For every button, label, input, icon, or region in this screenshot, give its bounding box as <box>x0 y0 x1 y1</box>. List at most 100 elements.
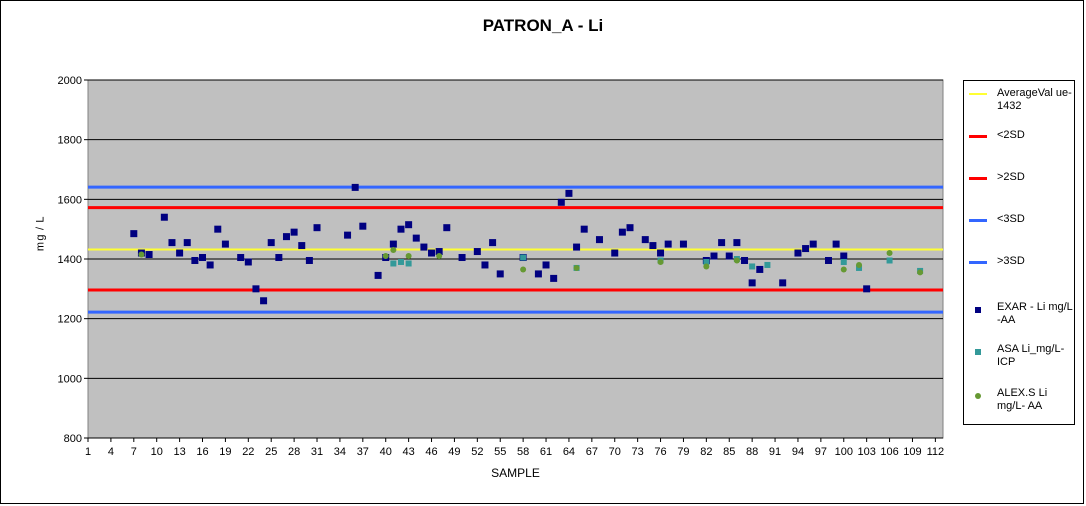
data-point-series-1 <box>748 279 756 287</box>
data-point-series-3 <box>138 251 145 258</box>
data-point-series-3 <box>733 257 740 264</box>
x-tick-label: 73 <box>632 446 644 458</box>
data-point-series-2 <box>397 258 404 265</box>
data-point-series-1 <box>664 240 672 248</box>
data-point-series-1 <box>389 240 397 248</box>
x-tick-label: 22 <box>242 446 254 458</box>
data-point-series-2 <box>764 261 771 268</box>
data-point-series-1 <box>160 213 168 221</box>
x-tick-label: 106 <box>880 446 898 458</box>
x-tick-label: 7 <box>131 446 137 458</box>
x-tick-label: 40 <box>380 446 392 458</box>
data-point-series-1 <box>595 236 603 244</box>
data-point-series-1 <box>863 285 871 293</box>
x-tick-label: 112 <box>927 446 945 458</box>
data-point-series-1 <box>573 243 581 251</box>
data-point-series-1 <box>710 252 718 260</box>
y-tick-label: 1400 <box>58 254 82 266</box>
data-point-series-3 <box>520 266 527 273</box>
data-point-series-2 <box>405 260 412 267</box>
x-tick-label: 67 <box>586 446 598 458</box>
y-tick-label: 1000 <box>58 373 82 385</box>
x-tick-label: 109 <box>903 446 921 458</box>
data-point-series-1 <box>214 225 222 233</box>
data-point-series-1 <box>130 230 138 238</box>
x-tick-label: 37 <box>357 446 369 458</box>
data-point-series-1 <box>183 239 191 247</box>
data-point-series-1 <box>725 252 733 260</box>
x-tick-label: 85 <box>723 446 735 458</box>
data-point-series-1 <box>802 245 810 253</box>
x-tick-label: 61 <box>540 446 552 458</box>
x-tick-label: 97 <box>815 446 827 458</box>
x-tick-label: 28 <box>288 446 300 458</box>
x-tick-label: 10 <box>151 446 163 458</box>
chart-title: PATRON_A - Li <box>482 16 604 35</box>
x-tick-label: 70 <box>609 446 621 458</box>
legend-label: <2SD <box>997 129 1025 141</box>
data-point-series-1 <box>282 233 290 241</box>
data-point-series-1 <box>741 256 749 264</box>
data-point-series-1 <box>779 279 787 287</box>
x-tick-label: 64 <box>563 446 575 458</box>
data-point-series-1 <box>565 189 573 197</box>
data-point-series-1 <box>550 274 558 282</box>
data-point-series-1 <box>397 225 405 233</box>
data-point-series-1 <box>351 183 359 191</box>
x-tick-label: 100 <box>835 446 853 458</box>
data-point-series-1 <box>168 239 176 247</box>
data-point-series-1 <box>290 228 298 236</box>
data-point-series-1 <box>435 248 443 256</box>
data-point-series-1 <box>428 249 436 257</box>
data-point-series-3 <box>573 264 580 271</box>
legend-symbol <box>969 219 987 222</box>
x-tick-label: 76 <box>654 446 666 458</box>
x-tick-label: 4 <box>108 446 114 458</box>
x-tick-label: 16 <box>196 446 208 458</box>
data-point-series-2 <box>703 258 710 265</box>
data-point-series-1 <box>359 222 367 230</box>
x-tick-label: 13 <box>173 446 185 458</box>
data-point-series-1 <box>176 249 184 257</box>
data-point-series-1 <box>275 254 283 262</box>
data-point-series-1 <box>542 261 550 269</box>
legend-label: ALEX.S Li mg/L- AA <box>997 387 1048 412</box>
x-tick-label: 58 <box>517 446 529 458</box>
x-tick-label: 52 <box>471 446 483 458</box>
legend-label: AverageVal ue-1432 <box>997 87 1072 112</box>
data-point-series-2 <box>840 258 847 265</box>
x-tick-label: 82 <box>700 446 712 458</box>
data-point-series-1 <box>618 228 626 236</box>
data-point-series-1 <box>237 254 245 262</box>
data-point-series-1 <box>252 285 260 293</box>
data-point-series-1 <box>344 231 352 239</box>
legend-symbol <box>975 349 981 355</box>
data-point-series-1 <box>221 240 229 248</box>
legend-label: ASA Li_mg/L-ICP <box>997 343 1065 368</box>
data-point-series-3 <box>856 261 863 268</box>
legend-symbol <box>969 135 987 138</box>
data-point-series-3 <box>405 253 412 260</box>
data-point-series-1 <box>641 236 649 244</box>
legend-label: EXAR - Li mg/L -AA <box>997 301 1073 326</box>
legend-label: >2SD <box>997 171 1025 183</box>
y-tick-label: 800 <box>64 433 82 445</box>
data-point-series-1 <box>649 242 657 250</box>
data-point-series-1 <box>244 258 252 266</box>
data-point-series-1 <box>298 242 306 250</box>
data-point-series-1 <box>534 270 542 278</box>
data-point-series-3 <box>436 253 443 260</box>
data-point-series-1 <box>580 225 588 233</box>
data-point-series-1 <box>206 261 214 269</box>
data-point-series-3 <box>703 263 710 270</box>
x-tick-label: 91 <box>769 446 781 458</box>
data-point-series-2 <box>886 257 893 264</box>
data-point-series-2 <box>520 254 527 261</box>
y-tick-label: 1800 <box>58 135 82 147</box>
data-point-series-1 <box>679 240 687 248</box>
data-point-series-1 <box>840 252 848 260</box>
x-tick-label: 34 <box>334 446 346 458</box>
data-point-series-2 <box>390 260 397 267</box>
x-tick-label: 25 <box>265 446 277 458</box>
